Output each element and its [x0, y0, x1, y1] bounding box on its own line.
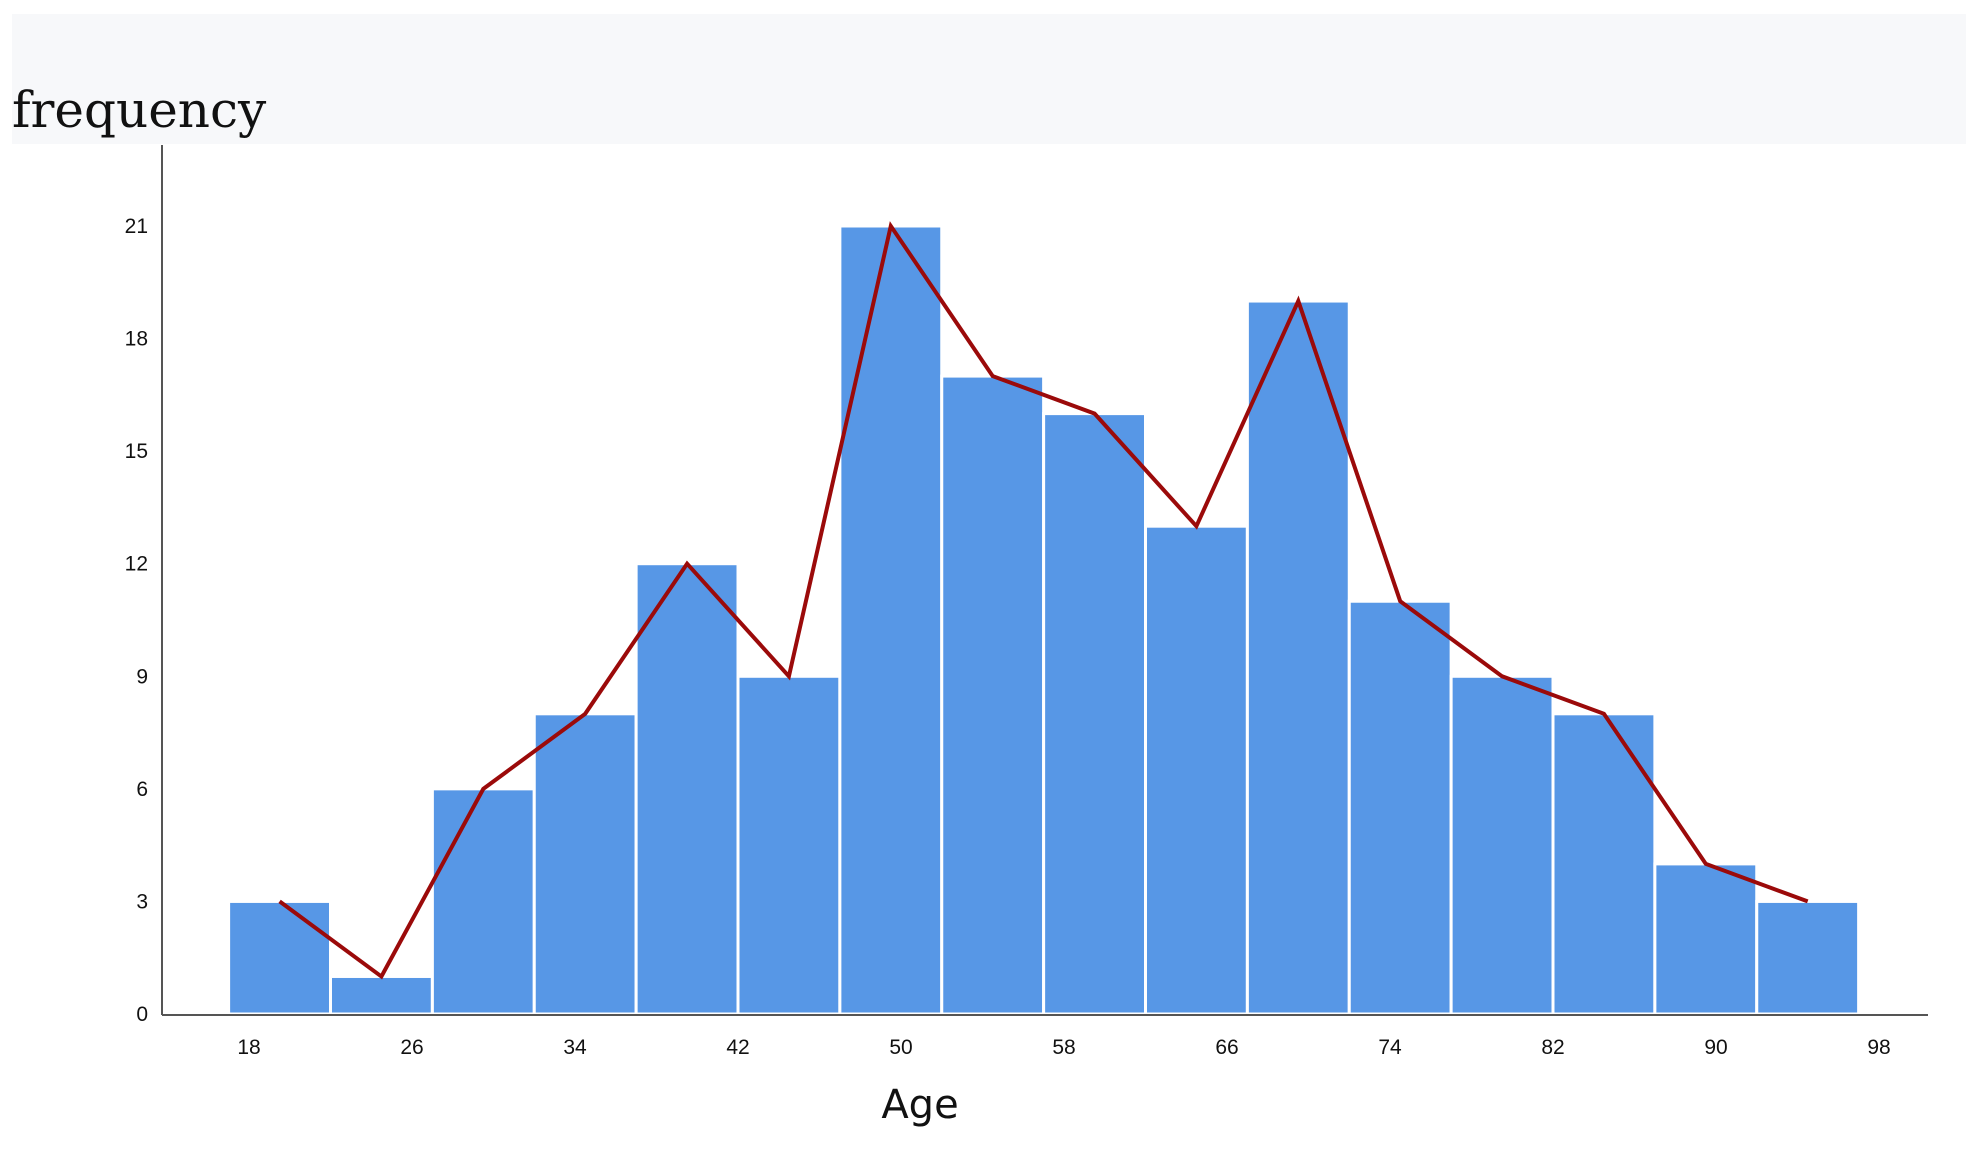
x-tick-label: 74	[1378, 1036, 1402, 1059]
y-tick-label: 6	[136, 778, 148, 801]
histogram-bar	[838, 224, 944, 1016]
x-tick-label: 82	[1541, 1036, 1564, 1059]
y-tick-label: 15	[125, 440, 148, 463]
y-axis-label: frequency	[12, 81, 267, 139]
axes-group	[161, 145, 1928, 1016]
y-tick-label: 0	[136, 1003, 148, 1026]
histogram-bar	[1449, 674, 1555, 1016]
histogram-bar	[940, 374, 1046, 1016]
histogram-bar	[736, 674, 842, 1016]
x-tick-label: 34	[563, 1036, 587, 1059]
bars-group	[227, 224, 1861, 1016]
x-tick-label: 90	[1704, 1036, 1727, 1059]
y-tick-label: 3	[136, 890, 148, 913]
histogram-bar	[430, 787, 536, 1016]
y-tick-label: 21	[125, 215, 148, 238]
histogram-bar	[1347, 599, 1453, 1016]
histogram-bar	[1653, 862, 1759, 1016]
x-tick-label: 58	[1052, 1036, 1075, 1059]
histogram-bar	[532, 712, 638, 1016]
histogram-bar	[1144, 524, 1249, 1016]
histogram-bar	[329, 974, 434, 1016]
histogram-bar	[1042, 412, 1147, 1016]
frequency-polygon-line	[278, 221, 1809, 980]
x-tick-label: 50	[889, 1036, 912, 1059]
ticks-group: 0 3 6 9 12 15 18 21 18 26 34 42 50 58 66 74 82 90 98	[125, 215, 1891, 1059]
x-tick-label: 66	[1215, 1036, 1238, 1059]
x-tick-label: 98	[1867, 1036, 1890, 1059]
y-tick-label: 12	[125, 553, 148, 576]
x-axis-label: Age	[881, 1082, 959, 1128]
histogram-bar	[634, 562, 740, 1016]
histogram-bar	[1755, 899, 1861, 1016]
histogram-bar	[1551, 712, 1657, 1016]
x-tick-label: 26	[400, 1036, 423, 1059]
x-tick-label: 42	[726, 1036, 749, 1059]
y-tick-label: 9	[136, 665, 148, 688]
y-tick-label: 18	[125, 328, 148, 351]
x-tick-label: 18	[237, 1036, 260, 1059]
header-band	[12, 14, 1966, 144]
histogram-bar	[227, 899, 332, 1016]
